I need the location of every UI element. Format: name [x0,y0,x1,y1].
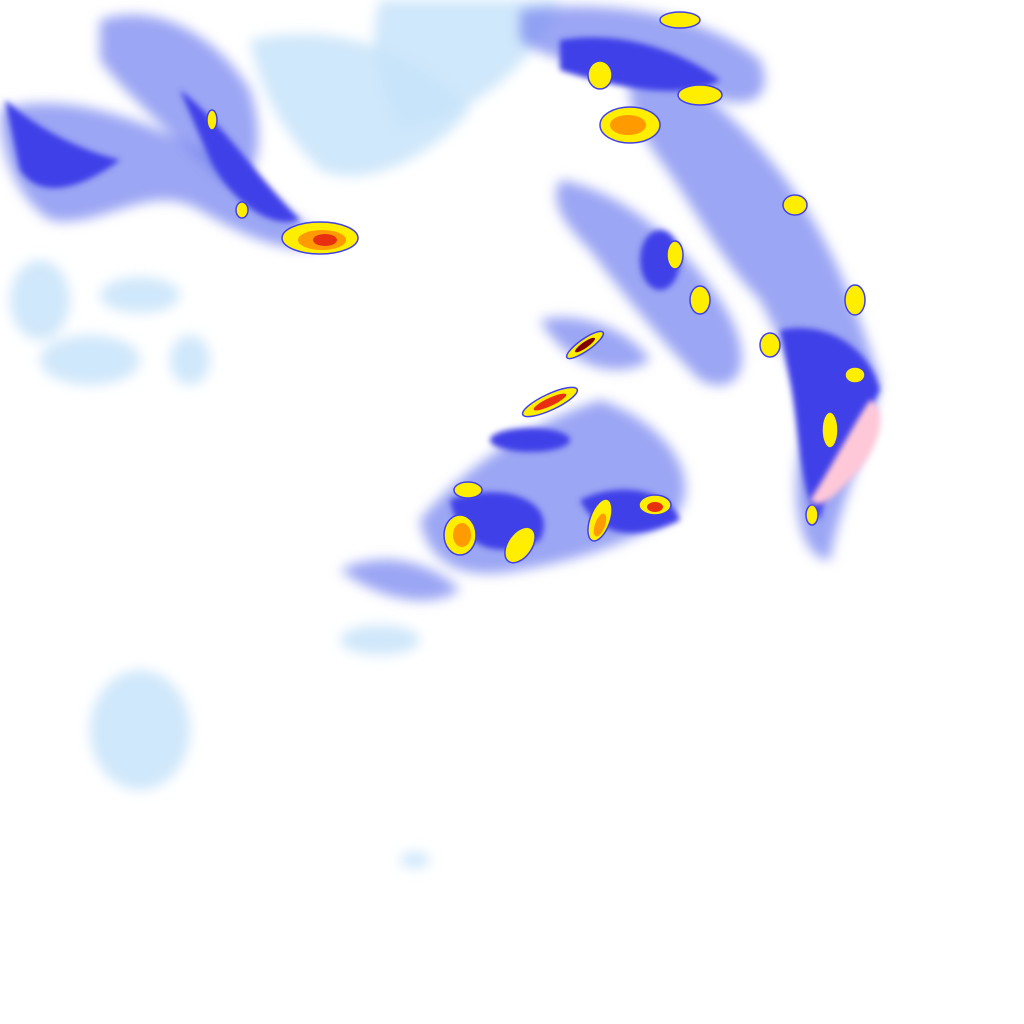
precip-cell [100,277,180,313]
precip-cell [313,234,337,246]
precip-cell [170,335,210,385]
precip-cell [587,60,613,90]
precip-cell [759,332,781,358]
precip-cell [844,284,866,316]
precip-cell [533,393,567,411]
precip-cell [610,115,646,135]
precip-cell [490,428,570,452]
precip-cell [453,523,471,547]
precip-cell [340,625,420,655]
precip-cell [453,481,483,499]
precip-cell [10,260,70,340]
light-precip-layer [10,0,560,868]
precip-cell [844,366,866,384]
precip-cell [689,285,711,315]
heavy-precip-cores [206,11,866,564]
precip-cell [374,0,560,130]
mixed-precip-layer [810,400,881,504]
precip-cell [206,109,218,131]
precip-cell [805,504,819,526]
precip-cell [575,337,595,353]
precip-cell [593,513,607,537]
precip-cell [647,502,663,512]
precip-cell [400,852,430,868]
precip-cell [810,400,881,504]
precip-cell [782,194,808,216]
precip-cell [504,526,536,564]
precip-cell [821,411,839,449]
precip-cell [235,201,249,219]
precip-cell [40,335,140,385]
precip-cell [5,100,120,189]
precip-cell [666,240,684,270]
precip-cell [340,559,460,601]
precip-cell [677,84,723,106]
precip-cell [659,11,701,29]
precip-cell [90,670,190,790]
